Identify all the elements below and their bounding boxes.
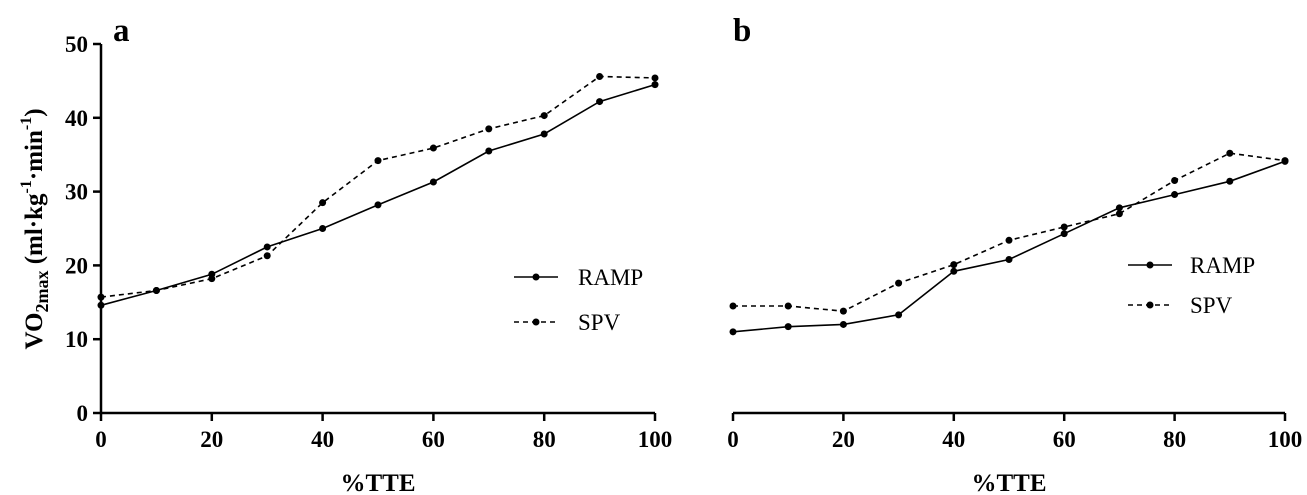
data-point-ramp — [1115, 204, 1123, 212]
x-tick-label: 0 — [95, 427, 107, 452]
y-tick-label: 0 — [77, 401, 89, 426]
data-point-spv — [950, 261, 958, 269]
panel-a-x-ticks: 0 20 40 60 80 100 — [95, 413, 672, 452]
panel-a-y-axis-title: VO2max (ml·kg-1·min-1) — [18, 108, 52, 349]
data-point-ramp — [651, 81, 659, 89]
legend-a-ramp-marker — [532, 273, 540, 281]
data-point-spv — [729, 302, 737, 310]
legend-a-spv-marker — [532, 318, 540, 326]
data-point-spv — [651, 74, 659, 82]
legend-b-spv-label: SPV — [1190, 293, 1233, 318]
x-tick-label: 100 — [1268, 427, 1303, 452]
data-point-spv — [540, 112, 548, 120]
y-tick-label: 20 — [65, 253, 88, 278]
data-point-spv — [784, 302, 792, 310]
data-point-spv — [1281, 157, 1289, 165]
series-line-spv — [100, 75, 656, 298]
y-title-subscript: 2max — [32, 271, 52, 313]
data-point-spv — [1060, 223, 1068, 231]
data-point-ramp — [784, 323, 792, 331]
data-point-spv — [97, 293, 105, 301]
x-tick-label: 100 — [638, 427, 673, 452]
data-point-spv — [1115, 210, 1123, 218]
panel-a-label: a — [113, 13, 130, 49]
y-tick-label: 40 — [65, 106, 88, 131]
legend-a-spv-label: SPV — [578, 310, 621, 335]
data-point-ramp — [1005, 255, 1013, 263]
data-point-ramp — [729, 328, 737, 336]
data-point-ramp — [97, 301, 105, 309]
y-title-units: (ml·kg — [21, 193, 48, 271]
x-tick-label: 80 — [533, 427, 556, 452]
data-point-ramp — [950, 267, 958, 275]
legend-a-ramp-label: RAMP — [578, 265, 643, 290]
data-point-ramp — [1171, 191, 1179, 199]
data-point-ramp — [839, 320, 847, 328]
panel-a-x-axis-title: %TTE — [340, 470, 415, 495]
x-tick-label: 20 — [200, 427, 223, 452]
data-point-spv — [263, 252, 271, 260]
panel-a-y-ticks: 0 10 20 30 40 50 — [65, 32, 101, 426]
x-tick-label: 80 — [1163, 427, 1186, 452]
panel-b-x-ticks: 0 20 40 60 80 100 — [727, 413, 1302, 452]
series-line-spv — [733, 152, 1286, 313]
panel-a-legend: RAMP SPV — [514, 265, 643, 335]
data-point-ramp — [319, 225, 327, 232]
y-title-superscript-2: -1 — [18, 117, 35, 130]
data-point-ramp — [895, 311, 903, 319]
x-tick-label: 60 — [1053, 427, 1076, 452]
x-tick-label: 60 — [422, 427, 445, 452]
data-point-spv — [839, 307, 847, 315]
x-tick-label: 20 — [832, 427, 855, 452]
y-title-units-min: ·min — [21, 130, 48, 180]
data-point-spv — [374, 157, 382, 165]
data-point-ramp — [263, 243, 271, 251]
data-point-spv — [1171, 177, 1179, 185]
x-tick-label: 40 — [942, 427, 965, 452]
y-tick-label: 30 — [65, 180, 88, 205]
data-point-spv — [152, 286, 160, 294]
series-line-ramp — [100, 83, 656, 307]
panel-b-x-axis-title: %TTE — [971, 470, 1046, 495]
data-point-spv — [1226, 149, 1234, 157]
data-point-ramp — [596, 98, 604, 106]
panel-a: a 0 10 20 30 40 50 0 20 40 60 80 100 %TTE VO2max (… — [18, 13, 672, 495]
data-point-ramp — [1226, 177, 1234, 185]
data-point-ramp — [429, 178, 437, 186]
data-point-spv — [895, 279, 903, 287]
data-point-ramp — [374, 201, 382, 209]
data-point-spv — [1005, 236, 1013, 244]
data-point-spv — [429, 144, 437, 152]
x-tick-label: 0 — [727, 427, 739, 452]
panel-b-legend: RAMP SPV — [1128, 253, 1255, 318]
data-point-ramp — [540, 130, 548, 138]
data-point-spv — [319, 199, 327, 207]
data-point-spv — [208, 275, 216, 283]
data-point-spv — [596, 72, 604, 80]
y-title-superscript-1: -1 — [18, 180, 35, 193]
legend-b-ramp-marker — [1146, 261, 1154, 269]
y-title-main: VO — [21, 313, 48, 350]
panel-b-series — [729, 149, 1289, 336]
legend-b-ramp-label: RAMP — [1190, 253, 1255, 278]
panel-a-series — [97, 72, 659, 309]
data-point-ramp — [485, 147, 493, 155]
data-point-ramp — [1060, 230, 1068, 238]
data-point-spv — [485, 125, 493, 133]
panel-b-label: b — [733, 13, 751, 49]
x-tick-label: 40 — [311, 427, 334, 452]
y-title-close: ) — [21, 108, 48, 116]
legend-b-spv-marker — [1146, 301, 1154, 309]
y-tick-label: 10 — [65, 327, 88, 352]
y-tick-label: 50 — [65, 32, 88, 57]
panel-b: b 0 20 40 60 80 100 %TTE RAMP SPV — [727, 13, 1302, 495]
